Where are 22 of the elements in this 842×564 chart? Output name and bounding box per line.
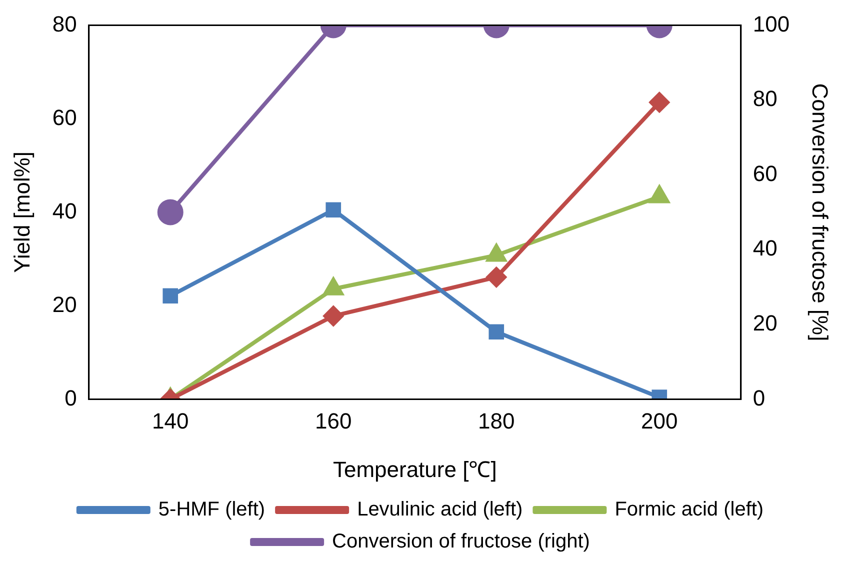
y2-axis-title: Conversion of fructose [%]	[808, 83, 833, 342]
legend-label: 5-HMF (left)	[158, 498, 266, 521]
y2-tick-label: 40	[752, 236, 778, 261]
x-tick-label: 200	[641, 408, 678, 434]
y-tick-label: 20	[52, 292, 77, 317]
y2-tick-label: 60	[752, 160, 778, 186]
y2-tick-label: 100	[752, 11, 790, 36]
y2-tick-label: 20	[752, 310, 778, 336]
legend-label: Levulinic acid (left)	[357, 498, 523, 521]
y-tick-label: 0	[64, 385, 77, 410]
x-axis-title: Temperature [℃]	[332, 456, 497, 482]
y2-tick-label: 80	[752, 86, 778, 112]
x-tick-label: 160	[315, 408, 352, 434]
y-tick-label: 60	[52, 104, 77, 130]
y-tick-label: 40	[52, 198, 77, 224]
y2-tick-label: 0	[752, 385, 766, 410]
x-tick-label: 180	[478, 408, 515, 434]
x-tick-label: 140	[152, 408, 189, 434]
y-tick-label: 80	[52, 11, 77, 36]
legend-label: Conversion of fructose (right)	[332, 530, 590, 553]
legend-label: Formic acid (left)	[614, 498, 764, 521]
y-axis-title: Yield [mol%]	[9, 151, 34, 273]
